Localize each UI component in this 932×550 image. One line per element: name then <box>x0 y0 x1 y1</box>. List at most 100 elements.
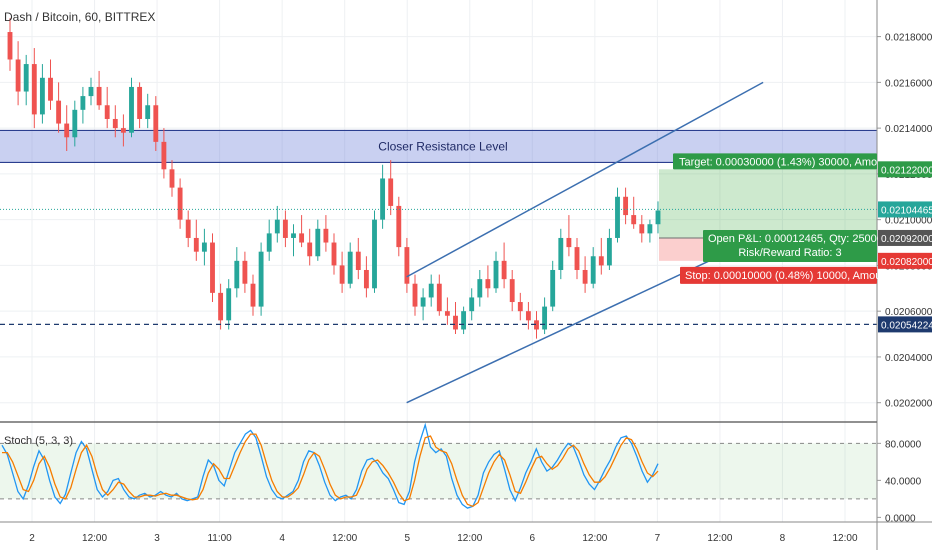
chart-title: Dash / Bitcoin, 60, BITTREX <box>4 10 155 24</box>
candle-body <box>193 237 199 252</box>
time-tick-label: 12:00 <box>832 533 857 544</box>
candle-body <box>509 279 515 303</box>
candle-body <box>210 242 215 293</box>
drawing-overlays <box>0 81 877 404</box>
price-labels: Target: 0.00030000 (1.43%) 30000, Amount… <box>673 153 932 333</box>
candle-body <box>493 260 499 289</box>
candle-body <box>501 260 507 280</box>
stoch-band-fill <box>0 443 877 499</box>
current-price-tag-box <box>878 201 932 218</box>
profit-zone <box>659 169 877 238</box>
time-tick-label: 2 <box>29 533 35 544</box>
candle-body <box>161 141 167 170</box>
time-tick-label: 5 <box>404 533 410 544</box>
candle-body <box>655 210 661 225</box>
candle-body <box>112 118 118 129</box>
candle-body <box>177 187 183 220</box>
time-tick-label: 6 <box>530 533 536 544</box>
candle-body <box>23 64 29 92</box>
candle-body <box>153 105 159 142</box>
candle-body <box>404 247 410 284</box>
candle-body <box>582 269 588 284</box>
stop-label-text: Stop: 0.00010000 (0.48%) 10000, Amount <box>685 270 891 282</box>
time-tick-label: 12:00 <box>582 533 607 544</box>
candle-body <box>250 283 256 307</box>
candle-body <box>137 86 143 119</box>
candle-body <box>339 265 345 284</box>
stoch-tick-label: 80.0000 <box>885 439 922 450</box>
candle-body <box>412 283 418 307</box>
candle-body <box>420 297 426 307</box>
open-pl-text: Open P&L: 0.00012465, Qty: 2500000 <box>708 233 895 245</box>
candle-body <box>436 283 442 312</box>
candle-body <box>623 196 629 216</box>
candle-body <box>606 237 612 266</box>
candle-body <box>39 77 45 115</box>
candle-body <box>477 279 483 298</box>
candle-body <box>226 288 232 321</box>
candle-body <box>525 311 531 321</box>
candle-body <box>461 311 467 330</box>
candle-body <box>72 109 78 138</box>
candle-body <box>7 32 13 60</box>
candle-body <box>242 260 248 284</box>
candle-body <box>380 178 386 220</box>
current-price-tag: 0.02104465 <box>881 205 932 216</box>
candle-body <box>355 251 361 270</box>
candle-body <box>169 169 175 188</box>
price-tick-label: 0.02020000 <box>885 399 932 410</box>
candle-body <box>574 247 580 270</box>
time-tick-label: 3 <box>154 533 160 544</box>
resistance-zone-label: Closer Resistance Level <box>378 139 507 153</box>
candle-body <box>590 256 596 284</box>
channel-lower-line <box>406 234 764 404</box>
time-tick-label: 12:00 <box>332 533 357 544</box>
stoch-tick-label: 0.0000 <box>885 513 916 524</box>
time-tick-label: 12:00 <box>457 533 482 544</box>
stoch-tick-label: 40.0000 <box>885 476 922 487</box>
candle-body <box>145 105 151 119</box>
candle-body <box>31 64 37 115</box>
time-tick-label: 12:00 <box>707 533 732 544</box>
support-price-tag-box <box>878 316 932 333</box>
time-tick-label: 12:00 <box>82 533 107 544</box>
candle-body <box>299 233 305 243</box>
candle-body <box>566 237 572 248</box>
candle-body <box>266 233 272 252</box>
support-price-tag: 0.02054224 <box>881 320 932 331</box>
candle-body <box>258 251 264 307</box>
target-price-tag-box <box>878 161 932 178</box>
candle-body <box>615 196 620 238</box>
candle-body <box>274 219 280 234</box>
candle-body <box>331 242 337 266</box>
channel-upper-line <box>406 81 764 278</box>
stoch-d-line <box>2 433 659 508</box>
candle-body <box>534 320 539 330</box>
candle-body <box>517 302 523 312</box>
candle-body <box>120 128 126 133</box>
candle-body <box>428 283 434 298</box>
candle-body <box>639 224 645 234</box>
candle-body <box>469 297 475 312</box>
target-price-tag: 0.02122000 <box>881 165 932 176</box>
stop-price-tag: 0.02082000 <box>881 257 932 268</box>
candle-body <box>185 219 191 238</box>
candle-body <box>64 123 70 138</box>
candle-body <box>218 292 224 321</box>
candle-body <box>444 311 450 316</box>
candle-body <box>388 178 394 206</box>
candle-body <box>542 306 548 330</box>
candle-body <box>88 86 94 97</box>
candle-body <box>485 279 491 289</box>
candle-body <box>315 228 321 257</box>
stoch-pane <box>0 422 877 509</box>
candle-body <box>647 224 653 234</box>
time-tick-label: 7 <box>655 533 661 544</box>
